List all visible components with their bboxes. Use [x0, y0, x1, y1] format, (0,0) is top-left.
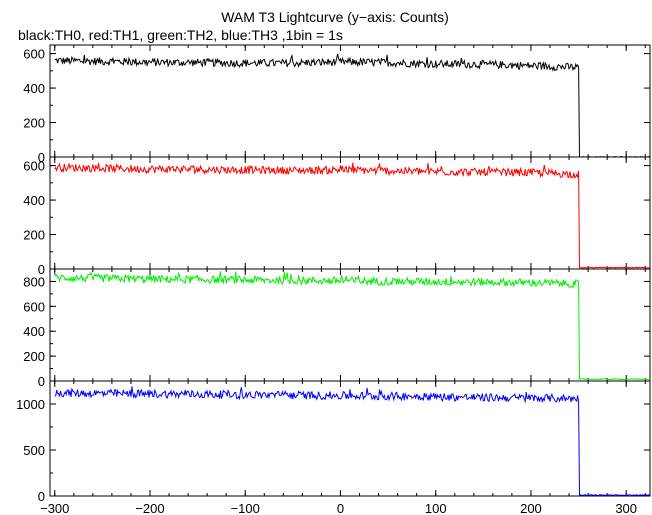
panel-th0: 0 200 400 600	[23, 44, 651, 165]
y-tick-label: 0	[38, 150, 45, 165]
y-tick-label: 800	[23, 274, 45, 289]
panel-th3: 0 500 1000	[16, 380, 651, 504]
y-tick-label: 0	[38, 262, 45, 277]
series-line-th1	[54, 162, 651, 269]
x-tick-label: 200	[520, 501, 542, 515]
y-tick-label: 200	[23, 228, 45, 243]
y-tick-label: 400	[23, 324, 45, 339]
x-tick-label: 100	[425, 501, 447, 515]
y-tick-label: 1000	[16, 397, 45, 412]
panel-frame	[49, 380, 651, 497]
panel-th2: 0 200 400 600 800	[23, 268, 651, 389]
y-tick-label: 600	[23, 299, 45, 314]
y-tick-label: 0	[38, 489, 45, 504]
x-tick-label: −100	[231, 501, 260, 515]
y-tick-label: 200	[23, 116, 45, 131]
y-tick-label: 0	[38, 374, 45, 389]
x-tick-label: 300	[615, 501, 637, 515]
x-tick-label: −300	[40, 501, 69, 515]
y-tick-label: 400	[23, 193, 45, 208]
series-line-th0	[54, 53, 651, 158]
chart-title: WAM T3 Lightcurve (y−axis: Counts)	[221, 9, 449, 25]
y-tick-label: 500	[23, 443, 45, 458]
chart-subtitle: black:TH0, red:TH1, green:TH2, blue:TH3 …	[18, 27, 343, 43]
series-line-th2	[54, 271, 651, 381]
y-tick-label: 200	[23, 349, 45, 364]
y-tick-label: 600	[23, 159, 45, 174]
x-tick-label: −200	[135, 501, 164, 515]
x-tick-label: 0	[337, 501, 344, 515]
panel-th1: 0 200 400 600	[23, 156, 651, 277]
x-axis-tick-labels: −300 −200 −100 0 100 200 300	[40, 501, 637, 515]
y-tick-label: 600	[23, 47, 45, 62]
series-line-th3	[54, 386, 651, 497]
y-tick-label: 400	[23, 81, 45, 96]
chart-panels: 0200400600020040060002004006008000500100…	[16, 44, 651, 504]
